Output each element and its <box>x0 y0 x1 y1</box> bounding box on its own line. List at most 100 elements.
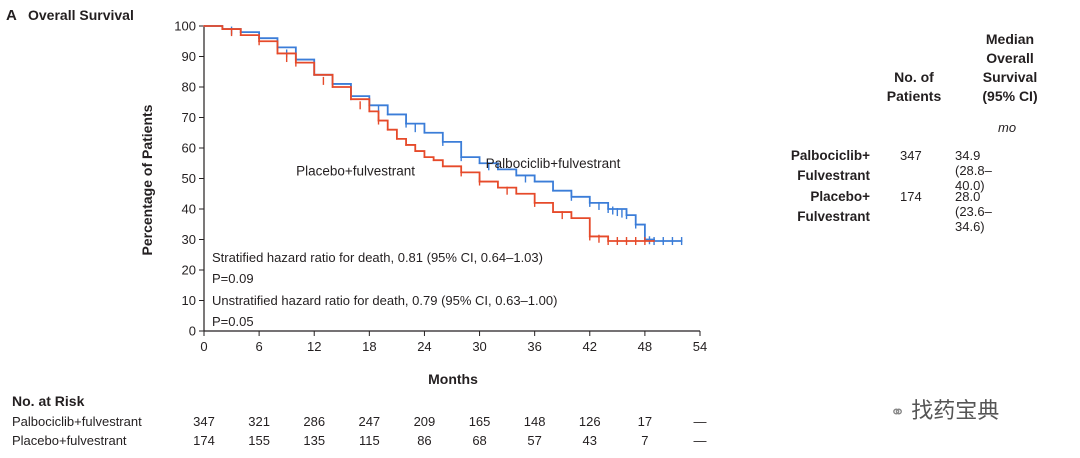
y-tick-label: 20 <box>182 263 196 278</box>
x-tick-label: 24 <box>417 339 431 354</box>
risk-value: — <box>693 414 707 429</box>
curve-point <box>653 240 655 242</box>
risk-value: 43 <box>582 433 597 448</box>
panel-letter: A <box>6 7 17 24</box>
row-label-palbociclib-line1: Palbociclib+ <box>790 148 870 163</box>
curve-point <box>203 25 205 27</box>
median-placebo: 28.0 (23.6–34.6) <box>955 189 992 234</box>
x-axis-label: Months <box>428 371 478 387</box>
survival-curve <box>204 25 682 242</box>
y-tick-label: 0 <box>189 324 196 339</box>
row-label-placebo-line1: Placebo+ <box>810 189 870 204</box>
x-tick-label: 54 <box>693 339 707 354</box>
curve-point <box>405 144 407 146</box>
curve-point <box>386 128 389 131</box>
risk-value: 174 <box>193 433 215 448</box>
risk-value: 165 <box>468 414 491 429</box>
curve-point <box>432 159 435 162</box>
y-tick-label: 70 <box>182 110 196 125</box>
x-tick-label: 42 <box>583 339 597 354</box>
row-label-palbociclib-line2: Fulvestrant <box>797 168 870 183</box>
risk-value: 135 <box>303 433 326 448</box>
annotation-stratified-hr: Stratified hazard ratio for death, 0.81 … <box>212 250 543 265</box>
median-palbociclib: 34.9 (28.8–40.0) <box>955 148 992 193</box>
header-median-os: Median Overall Survival (95% CI) <box>970 30 1050 106</box>
x-tick-label: 30 <box>472 339 486 354</box>
risk-value: — <box>693 433 707 448</box>
risk-value: 7 <box>641 433 649 448</box>
curve-point <box>313 73 316 76</box>
line-label-placebo: Placebo+fulvestrant <box>296 163 415 178</box>
header-median-line4: (95% CI) <box>982 88 1038 104</box>
y-tick-label: 10 <box>182 293 196 308</box>
curve-point <box>423 156 426 159</box>
curve-point <box>423 131 426 134</box>
panel-title: Overall Survival <box>28 7 134 23</box>
curve-point <box>533 180 536 183</box>
annotation-unstratified-hr: Unstratified hazard ratio for death, 0.7… <box>212 293 557 308</box>
header-patients-line2: Patients <box>886 88 942 104</box>
x-tick-label: 36 <box>527 339 541 354</box>
curve-point <box>497 186 499 189</box>
risk-value: 209 <box>413 414 436 429</box>
x-tick-label: 48 <box>638 339 652 354</box>
row-label-placebo: Placebo+ Fulvestrant <box>760 187 870 227</box>
risk-value: 68 <box>472 433 487 448</box>
curve-point <box>239 34 242 37</box>
y-tick-label: 40 <box>182 202 196 217</box>
watermark-text: 找药宝典 <box>911 398 1000 423</box>
curve-point <box>570 217 573 220</box>
row-label-palbociclib: Palbociclib+ Fulvestrant <box>760 146 870 186</box>
risk-value: 321 <box>248 414 270 429</box>
line-label-palbociclib: Palbociclib+fulvestrant <box>486 156 621 171</box>
risk-table-title: No. at Risk <box>12 393 85 409</box>
risk-value: 115 <box>358 433 380 448</box>
curve-point <box>414 150 417 152</box>
risk-value: 347 <box>193 414 215 429</box>
curve-point <box>515 192 518 195</box>
header-median-line1: Median <box>985 31 1035 47</box>
risk-value: 247 <box>358 414 381 429</box>
curve-point <box>395 137 398 140</box>
risk-value: 57 <box>527 433 542 448</box>
watermark: ⚭ 找药宝典 <box>890 393 999 425</box>
curve-point <box>331 86 334 88</box>
y-tick-label: 80 <box>182 80 196 95</box>
axes: 0 10 20 30 40 50 60 70 80 90 100 0 6 12 18 24 30 36 42 48 54 <box>174 19 707 355</box>
header-no-of-patients: No. of Patients <box>880 68 948 106</box>
x-tick-label: 18 <box>362 339 376 354</box>
y-tick-label: 100 <box>174 19 196 34</box>
survival-curve <box>204 25 655 242</box>
y-tick-label: 30 <box>182 232 196 247</box>
patients-placebo: 174 <box>900 189 922 204</box>
curve-point <box>441 165 444 168</box>
curve-point <box>552 211 554 213</box>
curve-point <box>221 28 224 30</box>
header-median-line2: Overall <box>986 50 1034 66</box>
risk-value: 148 <box>523 414 546 429</box>
curve-point <box>497 168 499 171</box>
y-axis-label: Percentage of Patients <box>139 104 155 255</box>
x-tick-label: 12 <box>307 339 321 354</box>
wechat-icon: ⚭ <box>890 402 906 422</box>
series-group <box>203 25 683 246</box>
x-tick-label: 0 <box>200 339 207 354</box>
risk-row-label-placebo: Placebo+fulvestrant <box>12 433 127 448</box>
risk-row-label-palbociclib: Palbociclib+fulvestrant <box>12 414 142 429</box>
series-placebo <box>203 25 655 246</box>
annotation-unstratified-p: P=0.05 <box>212 314 254 329</box>
curve-point <box>478 162 481 165</box>
risk-value: 17 <box>637 414 653 429</box>
curve-point <box>552 189 554 192</box>
series-palbociclib <box>203 25 683 246</box>
x-tick-label: 6 <box>255 339 262 354</box>
row-label-placebo-line2: Fulvestrant <box>797 209 870 224</box>
header-median-line3: Survival <box>982 69 1038 85</box>
curve-point <box>276 52 279 55</box>
risk-value: 155 <box>248 433 270 448</box>
patients-palbociclib: 347 <box>900 148 922 163</box>
curve-point <box>386 113 389 116</box>
curve-point <box>368 110 371 113</box>
risk-value: 86 <box>417 433 432 448</box>
